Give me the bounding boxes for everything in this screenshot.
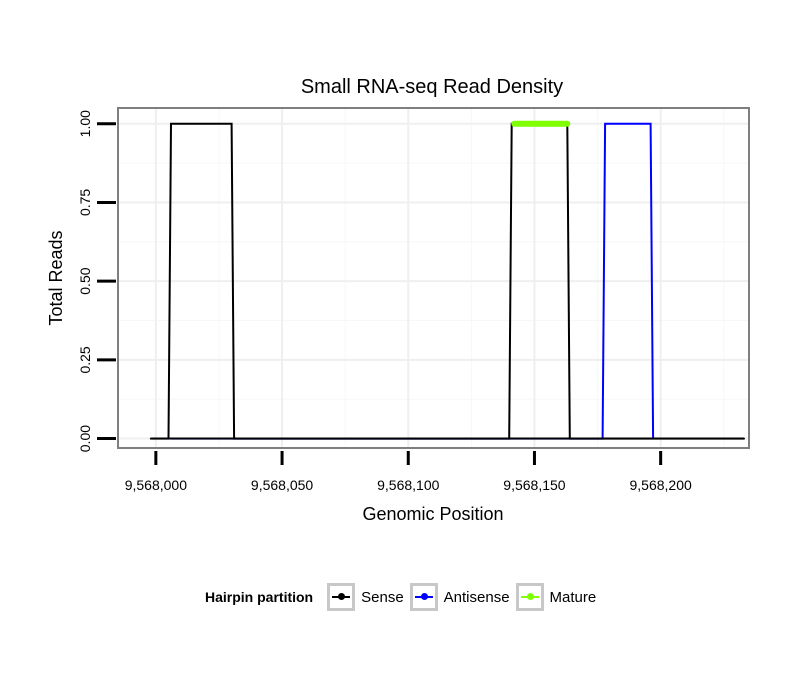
legend-key-antisense bbox=[409, 583, 438, 611]
x-tick-label-3: 9,568,150 bbox=[503, 477, 565, 493]
y-tick-label-0: 0.00 bbox=[77, 425, 93, 452]
legend-title: Hairpin partition bbox=[205, 589, 314, 605]
legend-item-sense: Sense bbox=[327, 583, 404, 611]
legend-item-antisense: Antisense bbox=[409, 583, 510, 611]
x-tick-label-4: 9,568,200 bbox=[630, 477, 692, 493]
legend: Hairpin partition Sense Antisense Mature bbox=[205, 580, 602, 614]
axes: 9,568,000 9,568,050 9,568,100 9,568,150 9,56… bbox=[77, 110, 692, 493]
data-series bbox=[149, 120, 745, 440]
x-axis-label: Genomic Position bbox=[362, 504, 503, 524]
legend-key-sense bbox=[327, 583, 356, 611]
x-tick-label-2: 9,568,100 bbox=[377, 477, 439, 493]
legend-label-antisense: Antisense bbox=[443, 588, 510, 606]
legend-key-mature bbox=[515, 583, 544, 611]
y-tick-label-4: 1.00 bbox=[77, 110, 93, 137]
y-axis-label: Total Reads bbox=[46, 230, 66, 325]
chart-title: Small RNA-seq Read Density bbox=[301, 76, 563, 98]
plot-panel bbox=[117, 107, 750, 449]
legend-label-sense: Sense bbox=[361, 588, 404, 606]
y-tick-label-1: 0.25 bbox=[77, 346, 93, 373]
x-tick-label-0: 9,568,000 bbox=[125, 477, 187, 493]
legend-label-mature: Mature bbox=[549, 588, 597, 606]
legend-item-mature: Mature bbox=[515, 583, 597, 611]
y-tick-label-2: 0.50 bbox=[77, 267, 93, 294]
y-tick-label-3: 0.75 bbox=[77, 189, 93, 216]
x-tick-label-1: 9,568,050 bbox=[251, 477, 313, 493]
